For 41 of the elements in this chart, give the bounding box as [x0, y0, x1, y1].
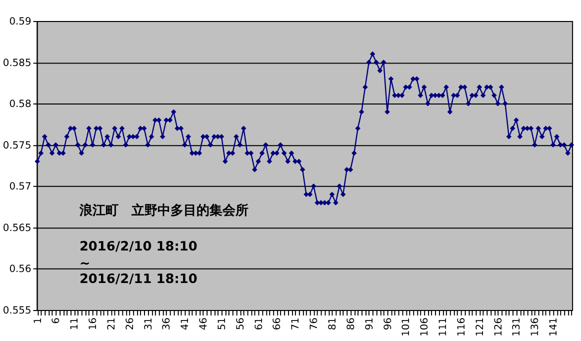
- x-tick-label: 26: [124, 317, 136, 330]
- x-tick-label: 121: [474, 317, 486, 336]
- x-tick-label: 96: [382, 317, 394, 330]
- x-tick-label: 111: [438, 317, 450, 336]
- x-tick-label: 21: [106, 317, 118, 330]
- x-tick-label: 141: [548, 317, 560, 336]
- x-tick-label: 1: [32, 317, 44, 324]
- x-tick-label: 46: [198, 317, 210, 330]
- y-tick-label: 0.56: [9, 264, 32, 276]
- x-tick-label: 31: [143, 317, 154, 330]
- x-tick-label: 6: [51, 317, 62, 324]
- x-tick-label: 16: [88, 317, 100, 330]
- x-tick-label: 101: [401, 317, 412, 336]
- x-tick-label: 126: [493, 317, 504, 336]
- x-tick-label: 81: [328, 317, 339, 330]
- x-tick-label: 41: [180, 317, 192, 330]
- x-tick-label: 71: [290, 317, 302, 330]
- x-tick-label: 86: [346, 317, 357, 330]
- x-tick-label: 36: [162, 317, 173, 330]
- x-tick-label: 56: [235, 317, 246, 330]
- annotation: 浪江町 立野中多目的集会所: [78, 202, 248, 219]
- annotation: 2016/2/11 18:10: [79, 272, 198, 288]
- x-tick-label: 61: [254, 317, 265, 330]
- x-tick-label: 136: [530, 317, 542, 336]
- y-tick-label: 0.565: [2, 222, 32, 234]
- y-tick-label: 0.58: [9, 99, 32, 110]
- y-tick-label: 0.555: [2, 306, 32, 317]
- y-tick-label: 0.575: [2, 140, 32, 152]
- y-tick-label: 0.59: [9, 16, 32, 28]
- annotation: ~: [79, 256, 90, 272]
- y-tick-label: 0.57: [9, 182, 32, 193]
- x-tick-label: 51: [216, 317, 228, 330]
- x-tick-label: 91: [364, 317, 376, 330]
- x-tick-label: 66: [272, 317, 284, 330]
- y-tick-label: 0.585: [2, 58, 32, 69]
- x-tick-label: 116: [456, 317, 468, 336]
- x-tick-label: 76: [309, 317, 320, 330]
- annotation: 2016/2/10 18:10: [79, 239, 198, 254]
- x-tick-label: 11: [70, 317, 81, 330]
- x-tick-label: 106: [420, 317, 431, 336]
- x-tick-label: 131: [512, 317, 523, 336]
